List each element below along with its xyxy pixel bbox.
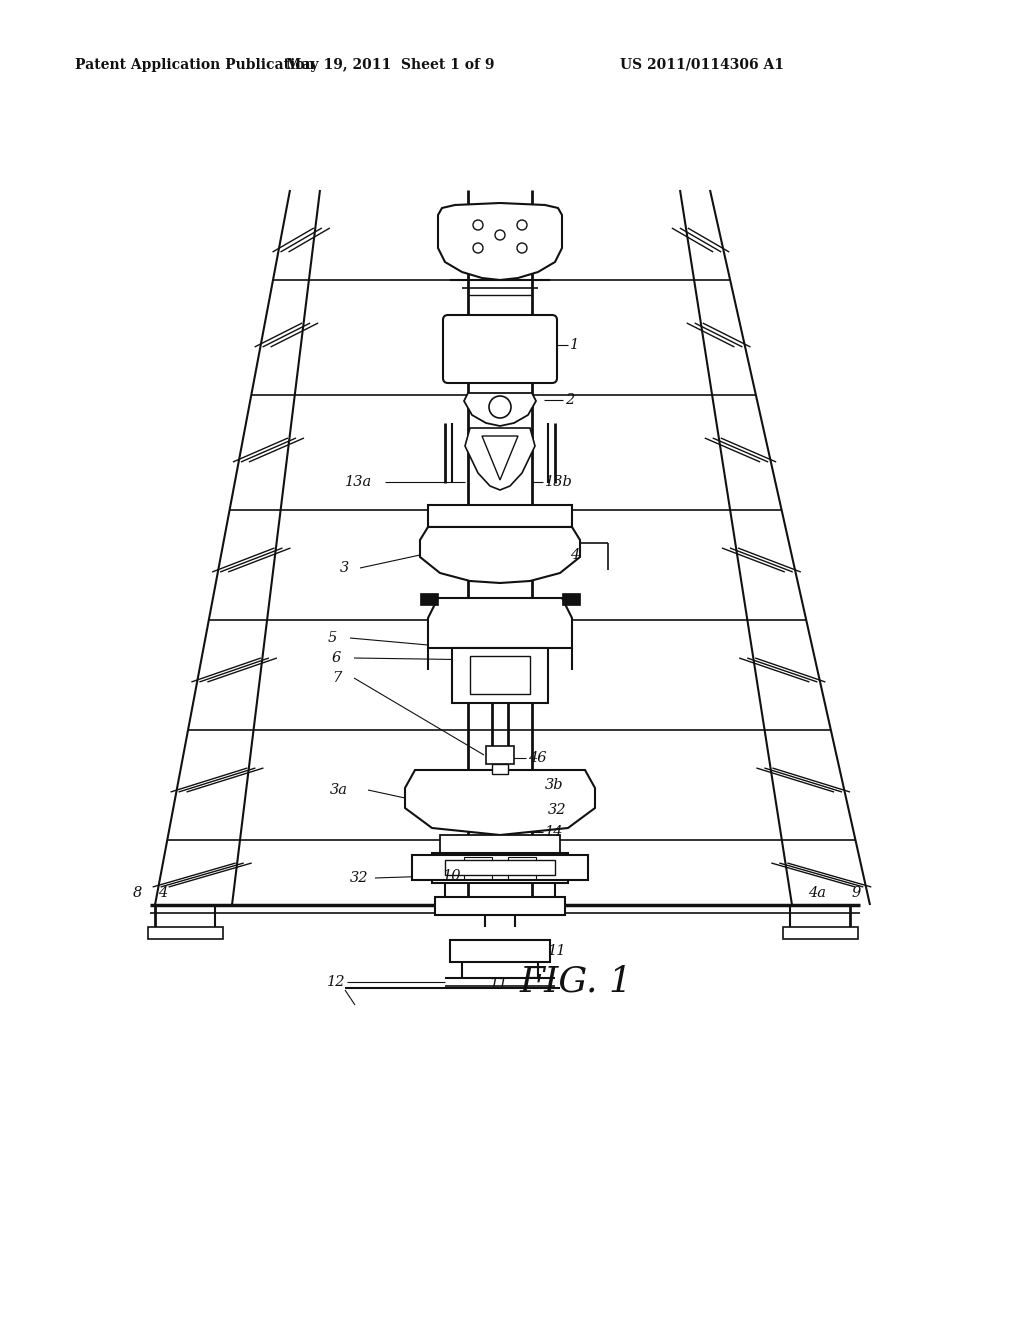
Text: Patent Application Publication: Patent Application Publication xyxy=(75,58,314,73)
Bar xyxy=(452,648,548,704)
Text: 5: 5 xyxy=(328,631,337,645)
Text: 11: 11 xyxy=(490,977,509,991)
Text: 3a: 3a xyxy=(330,783,348,797)
Circle shape xyxy=(473,243,483,253)
FancyBboxPatch shape xyxy=(443,315,557,383)
Bar xyxy=(562,593,580,605)
Bar xyxy=(435,898,565,915)
Bar xyxy=(445,861,555,875)
Polygon shape xyxy=(420,527,580,583)
Text: 3: 3 xyxy=(340,561,349,576)
Polygon shape xyxy=(482,436,518,480)
Text: 4: 4 xyxy=(158,886,167,900)
Text: 2: 2 xyxy=(565,393,574,407)
Circle shape xyxy=(517,243,527,253)
Bar xyxy=(450,940,550,962)
Text: 32: 32 xyxy=(548,803,566,817)
Text: FIG. 1: FIG. 1 xyxy=(520,965,633,999)
Bar xyxy=(420,593,438,605)
Bar xyxy=(464,857,492,879)
Text: US 2011/0114306 A1: US 2011/0114306 A1 xyxy=(620,58,784,73)
Polygon shape xyxy=(438,203,562,280)
Text: 9: 9 xyxy=(852,886,861,900)
Text: 8: 8 xyxy=(133,886,142,900)
Bar xyxy=(440,836,560,853)
Bar xyxy=(428,506,572,527)
Circle shape xyxy=(517,220,527,230)
Polygon shape xyxy=(464,393,536,426)
Text: 7: 7 xyxy=(332,671,341,685)
Circle shape xyxy=(489,396,511,418)
Text: 12: 12 xyxy=(327,975,345,989)
Text: 46: 46 xyxy=(528,751,547,766)
Polygon shape xyxy=(428,598,572,648)
Text: 3b: 3b xyxy=(545,777,563,792)
Text: 14: 14 xyxy=(545,825,563,840)
Text: 4: 4 xyxy=(570,548,580,562)
Text: 10: 10 xyxy=(443,869,462,883)
Bar xyxy=(508,857,536,879)
Text: May 19, 2011  Sheet 1 of 9: May 19, 2011 Sheet 1 of 9 xyxy=(286,58,495,73)
Text: 1: 1 xyxy=(570,338,580,352)
Polygon shape xyxy=(406,770,595,836)
Circle shape xyxy=(473,220,483,230)
Bar xyxy=(412,855,588,880)
Circle shape xyxy=(495,230,505,240)
Polygon shape xyxy=(465,428,535,490)
Bar xyxy=(783,927,858,939)
Bar xyxy=(486,746,514,764)
Text: 4a: 4a xyxy=(808,886,826,900)
Bar xyxy=(492,764,508,774)
Bar xyxy=(432,853,568,883)
Text: 13a: 13a xyxy=(345,475,373,488)
Text: 6: 6 xyxy=(332,651,341,665)
Text: 13b: 13b xyxy=(545,475,572,488)
Bar xyxy=(470,656,530,694)
Bar xyxy=(148,927,223,939)
Text: 11: 11 xyxy=(548,944,566,958)
Text: 32: 32 xyxy=(350,871,369,884)
